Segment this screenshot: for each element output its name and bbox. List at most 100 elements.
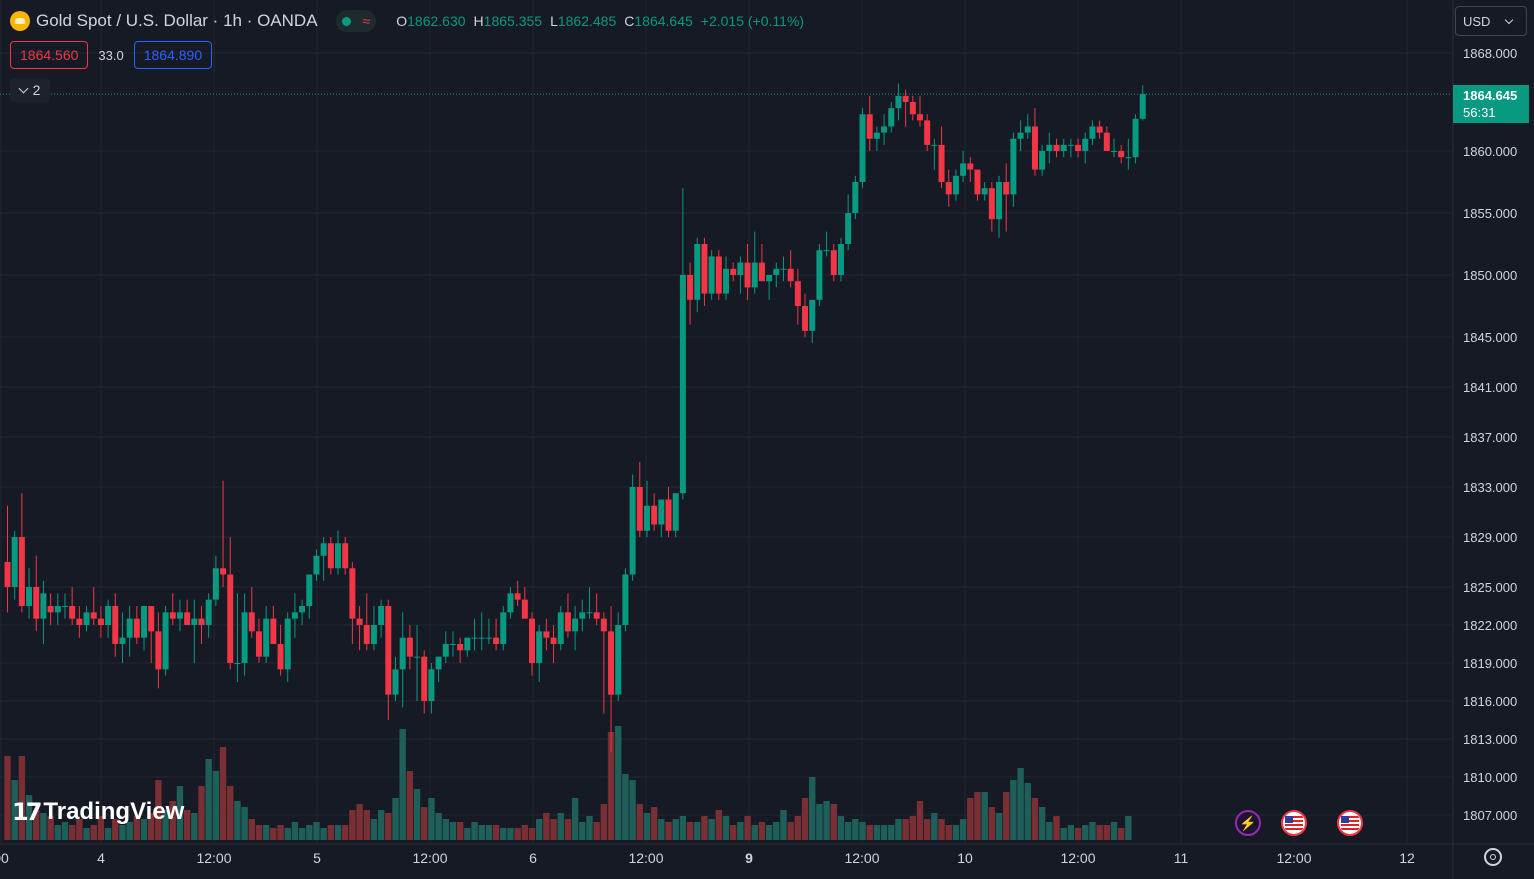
time-tick-label: 00 (0, 850, 9, 866)
open-label: O (396, 13, 408, 29)
market-status-pill[interactable]: ≈ (335, 10, 377, 32)
candle-body (406, 637, 413, 657)
volume-bar (643, 813, 651, 840)
candle-body (902, 95, 909, 102)
candle-body (636, 487, 643, 531)
candle-body (83, 612, 90, 625)
volume-bar (967, 798, 974, 840)
candle-body (485, 637, 492, 639)
candle-body (507, 593, 514, 613)
candle-body (1110, 151, 1117, 152)
lightning-icon[interactable]: ⚡ (1235, 810, 1261, 836)
settings-gear-icon[interactable] (1484, 848, 1502, 866)
price-axis[interactable]: 1807.000 1810.000 1813.000 1816.000 1819.000… (1463, 46, 1517, 823)
candle-body (1132, 118, 1139, 158)
tradingview-logo[interactable]: 17 TradingView (12, 798, 184, 826)
candle-body (866, 114, 873, 139)
symbol-title[interactable]: Gold Spot / U.S. Dollar · 1h · OANDA (36, 11, 318, 30)
volume-bar (291, 822, 299, 840)
volume-bar (931, 813, 938, 840)
volume-bar (183, 810, 191, 840)
time-axis[interactable]: 00 4 12:00 5 12:00 6 12:00 9 12:00 10 12:00 11 12:00… (0, 850, 1415, 866)
volume-bar (119, 825, 126, 840)
price-tick-label: 1810.000 (1463, 770, 1517, 785)
volume-bar (241, 807, 248, 840)
candle-body (1010, 138, 1017, 195)
volume-bar (959, 819, 967, 840)
candle-body (665, 499, 672, 531)
gold-coin-icon (10, 11, 30, 31)
candle-body (363, 625, 370, 644)
volume-bar (780, 810, 787, 840)
tradingview-wordmark: TradingView (43, 798, 185, 825)
volume-bar (212, 771, 220, 840)
volume-bar (428, 798, 435, 840)
spread-value: 33.0 (98, 47, 124, 63)
candle-body (97, 618, 104, 625)
price-tick-label: 1825.000 (1463, 580, 1517, 595)
volume-bar (708, 819, 715, 840)
volume-bar (68, 825, 76, 840)
us-flag-icon[interactable] (1281, 810, 1307, 836)
candle-body (586, 612, 593, 614)
candle-body (809, 299, 816, 331)
volume-bar (363, 810, 370, 840)
volume-bar (744, 816, 751, 840)
candle-body (26, 587, 33, 606)
candle-body (651, 505, 658, 525)
volume-bar (873, 825, 881, 840)
volume-bar (406, 771, 414, 840)
volume-bar (1089, 822, 1096, 840)
sell-button[interactable]: 1864.560 (10, 41, 89, 69)
candle-body (694, 244, 701, 300)
time-tick-label: 12:00 (412, 850, 447, 866)
candle-body (787, 268, 794, 282)
volume-bar (938, 819, 945, 840)
volume-bar (571, 798, 579, 840)
candle-body (960, 163, 967, 176)
volume-bar (370, 819, 378, 840)
candle-body (802, 306, 809, 331)
volume-bar (823, 801, 830, 840)
volume-bar (471, 822, 478, 840)
candle-body (212, 568, 219, 600)
candle-body (737, 262, 744, 275)
candle-body (622, 574, 629, 625)
indicators-toggle-button[interactable]: 2 (10, 78, 50, 102)
candle-body (47, 606, 54, 613)
volume-bar (543, 813, 550, 840)
tradingview-mark-icon: 17 (12, 798, 42, 826)
candle-body (643, 505, 650, 531)
price-tick-label: 1868.000 (1463, 46, 1517, 61)
price-tick-label: 1841.000 (1463, 380, 1517, 395)
buy-button[interactable]: 1864.890 (133, 41, 213, 69)
candle-body (176, 612, 183, 619)
candle-body (708, 256, 715, 294)
volume-bar (83, 828, 90, 840)
candle-body (500, 612, 507, 644)
candle-body (916, 114, 923, 121)
candle-body (69, 606, 76, 619)
volume-bar (636, 804, 643, 840)
candle-body (1075, 144, 1082, 151)
currency-select[interactable]: USD (1455, 6, 1527, 36)
candle-body (248, 612, 255, 632)
candle-body (974, 169, 981, 195)
us-flag-icon[interactable] (1337, 810, 1363, 836)
candle-body (90, 612, 97, 619)
candle-body (837, 244, 844, 275)
volume-bar (356, 804, 363, 840)
candle-body (1125, 157, 1132, 159)
indicator-count: 2 (32, 82, 41, 98)
volume-bar (816, 804, 823, 840)
volume-bar (18, 756, 26, 840)
volume-bar (909, 816, 917, 840)
volume-bar (607, 732, 615, 840)
volume-bar (715, 810, 723, 840)
candle-body (1067, 144, 1074, 146)
volume-bar (787, 822, 794, 840)
time-tick-label: 5 (313, 850, 321, 866)
candle-body (572, 618, 579, 632)
candle-body (1024, 126, 1031, 133)
